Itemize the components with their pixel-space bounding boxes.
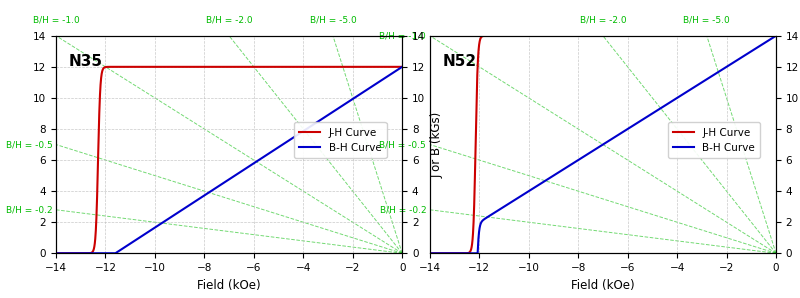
Text: B/H = -5.0: B/H = -5.0 xyxy=(310,16,356,25)
Text: B/H = -5.0: B/H = -5.0 xyxy=(683,16,730,25)
X-axis label: Field (kOe): Field (kOe) xyxy=(571,279,634,291)
Y-axis label: J or B (kGs): J or B (kGs) xyxy=(430,111,444,178)
Text: B/H = -2.0: B/H = -2.0 xyxy=(580,16,626,25)
X-axis label: Field (kOe): Field (kOe) xyxy=(198,279,261,291)
Text: B/H = -0.5: B/H = -0.5 xyxy=(379,140,426,149)
Text: B/H = -1.0: B/H = -1.0 xyxy=(33,16,79,25)
Text: N52: N52 xyxy=(442,55,476,69)
Text: B/H = -0.2: B/H = -0.2 xyxy=(379,205,426,214)
Text: N35: N35 xyxy=(68,55,102,69)
Text: B/H = -2.0: B/H = -2.0 xyxy=(206,16,252,25)
Text: B/H = -0.2: B/H = -0.2 xyxy=(6,205,52,214)
Text: B/H = -0.5: B/H = -0.5 xyxy=(6,140,52,149)
Legend: J-H Curve, B-H Curve: J-H Curve, B-H Curve xyxy=(294,122,386,158)
Text: B/H = -1.0: B/H = -1.0 xyxy=(379,31,426,40)
Legend: J-H Curve, B-H Curve: J-H Curve, B-H Curve xyxy=(668,122,761,158)
